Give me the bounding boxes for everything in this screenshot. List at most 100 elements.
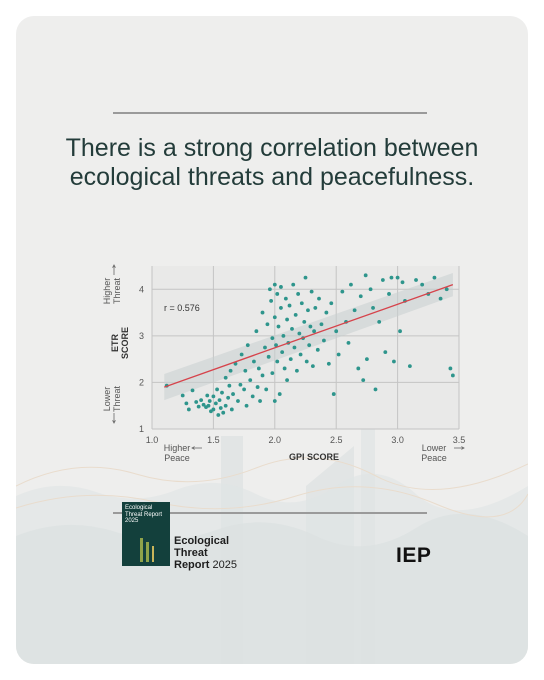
data-point — [263, 345, 267, 350]
correlation-annotation: r = 0.576 — [164, 303, 200, 313]
data-point — [270, 336, 275, 341]
y-axis-title: ETRSCORE — [110, 327, 130, 359]
data-point — [245, 343, 250, 348]
data-point — [231, 392, 235, 396]
data-point — [448, 366, 453, 371]
data-point — [218, 406, 223, 410]
data-point — [184, 401, 189, 406]
report-word: Report — [174, 559, 210, 571]
data-point — [334, 329, 339, 334]
data-point — [326, 361, 331, 366]
x-left-label: Higher Peace — [164, 443, 191, 463]
data-point — [414, 278, 418, 282]
bottom-divider — [113, 512, 427, 514]
x-tick-label: 1.0 — [146, 435, 159, 445]
x-left-arrow-head — [191, 446, 195, 450]
data-point — [285, 378, 289, 382]
data-point — [275, 359, 280, 364]
data-point — [272, 399, 277, 403]
data-point — [248, 378, 253, 382]
data-point — [228, 368, 233, 373]
data-point — [267, 287, 272, 292]
data-point — [250, 394, 255, 399]
data-point — [361, 378, 366, 382]
data-point — [450, 373, 455, 378]
data-point — [295, 368, 299, 373]
data-point — [206, 403, 211, 408]
y-bottom-label: LowerThreat — [102, 385, 122, 412]
scatter-chart: HigherThreat LowerThreat ETRSCORE GPI SC… — [102, 264, 466, 463]
x-tick-label: 3.5 — [453, 435, 466, 445]
top-divider — [113, 112, 427, 114]
data-point — [260, 373, 265, 378]
infographic-card: There is a strong correlation between ec… — [16, 16, 528, 664]
data-point — [298, 352, 303, 357]
data-point — [264, 387, 269, 392]
data-point — [216, 413, 221, 417]
data-point — [293, 313, 298, 317]
y-tick-label: 2 — [139, 377, 144, 387]
report-cover-thumbnail: Ecological Threat Report 2025 — [122, 502, 170, 566]
data-point — [217, 398, 222, 403]
data-point — [279, 306, 283, 310]
data-point — [383, 350, 388, 355]
data-point — [272, 282, 277, 287]
data-point — [279, 285, 283, 289]
iep-text: IEP — [396, 544, 432, 567]
data-point — [380, 278, 385, 282]
data-point — [444, 287, 449, 292]
x-right-arrow-head — [461, 446, 465, 450]
data-point — [215, 387, 219, 392]
data-point — [211, 407, 216, 412]
data-point — [309, 289, 314, 294]
data-point — [274, 343, 278, 348]
data-point — [365, 357, 369, 362]
x-tick-label: 3.0 — [391, 435, 404, 445]
data-point — [180, 393, 185, 398]
headline: There is a strong correlation between ec… — [65, 134, 479, 191]
data-point — [432, 275, 437, 280]
y-up-arrow-head — [112, 264, 116, 268]
data-point — [304, 359, 309, 364]
data-point — [238, 382, 243, 387]
data-point — [291, 282, 296, 287]
data-point — [299, 301, 304, 306]
data-point — [226, 395, 231, 400]
data-point — [277, 392, 282, 396]
data-point — [223, 375, 228, 380]
data-point — [290, 326, 294, 331]
report-title-line2: Threat — [174, 547, 208, 559]
data-point — [211, 394, 216, 399]
data-point — [270, 371, 275, 376]
data-point — [340, 289, 345, 294]
data-point — [254, 329, 259, 334]
data-point — [276, 324, 281, 329]
data-point — [288, 357, 293, 362]
x-axis-title: GPI SCORE — [289, 452, 339, 462]
data-point — [196, 404, 201, 409]
data-point — [329, 301, 334, 306]
x-tick-label: 2.0 — [269, 435, 282, 445]
data-point — [243, 368, 248, 373]
report-title-line3: Report 2025 — [174, 559, 237, 571]
data-point — [336, 352, 341, 357]
data-point — [205, 393, 210, 398]
data-point — [296, 292, 301, 296]
data-point — [324, 310, 329, 315]
data-point — [287, 303, 292, 308]
data-point — [346, 340, 351, 345]
data-point — [363, 273, 368, 278]
data-point — [317, 296, 321, 301]
data-point — [349, 282, 353, 287]
report-title-line1: Ecological — [174, 535, 230, 547]
data-point — [242, 387, 247, 392]
data-point — [285, 317, 289, 322]
y-top-label: HigherThreat — [102, 277, 122, 304]
data-point — [190, 388, 195, 393]
data-point — [315, 347, 320, 352]
data-point — [352, 308, 357, 313]
x-right-label: Lower Peace — [421, 443, 447, 463]
data-point — [368, 287, 373, 292]
confidence-band — [164, 272, 453, 401]
data-point — [186, 407, 191, 412]
